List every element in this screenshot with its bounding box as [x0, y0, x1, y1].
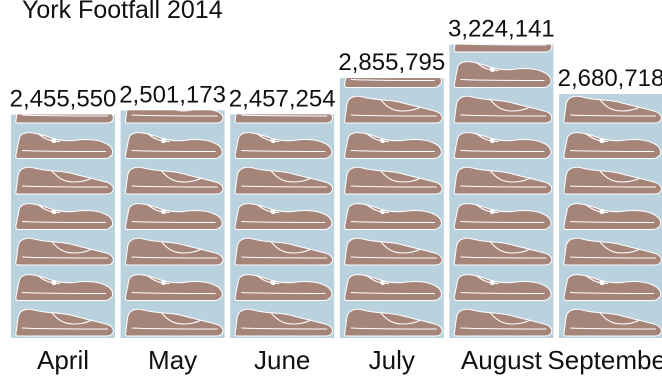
shoe-icon: [124, 110, 224, 124]
bar-may: [120, 110, 225, 339]
shoe-silhouette: [124, 110, 224, 124]
shoe-icon: [15, 308, 114, 337]
bar-april: [11, 62, 115, 338]
shoe-icon: [345, 25, 443, 52]
value-label-august: 3,224,141: [448, 16, 555, 43]
bar-june: [230, 62, 335, 338]
category-label-june: June: [254, 345, 310, 375]
shoe-icon: [344, 95, 443, 124]
category-labels-group: April May June July August September: [37, 345, 662, 375]
shoe-icon: [344, 166, 443, 195]
shoe-silhouette: [124, 274, 223, 301]
shoe-icon: [563, 132, 662, 159]
shoe-icon: [124, 132, 223, 159]
shoe-icon: [124, 166, 224, 195]
shoe-icon: [344, 203, 442, 230]
value-label-september: 2,680,718: [558, 65, 662, 92]
shoe-silhouette: [563, 203, 662, 230]
shoe-silhouette: [344, 203, 442, 230]
category-label-may: May: [148, 345, 197, 375]
shoe-icon: [124, 203, 223, 230]
shoe-icon: [453, 132, 552, 159]
shoe-icon: [563, 274, 662, 301]
shoe-icon: [15, 132, 114, 159]
shoe-silhouette: [234, 114, 334, 124]
shoe-icon: [344, 308, 443, 337]
shoe-icon: [563, 237, 662, 266]
value-label-july: 2,855,795: [338, 49, 445, 76]
shoe-icon: [16, 62, 113, 88]
chart-title: York Footfall 2014: [22, 0, 223, 24]
category-label-july: July: [369, 345, 415, 375]
shoe-silhouette: [234, 203, 333, 230]
shoe-icon: [15, 166, 114, 195]
shoe-icon: [124, 308, 224, 337]
shoe-silhouette: [453, 44, 553, 53]
shoe-icon: [344, 132, 442, 159]
shoe-silhouette: [563, 132, 662, 159]
shoe-silhouette: [15, 203, 114, 230]
shoe-silhouette: [344, 132, 442, 159]
shoe-icon: [234, 114, 334, 124]
category-label-august: August: [461, 345, 543, 375]
shoe-silhouette: [234, 274, 333, 301]
shoe-silhouette: [345, 25, 443, 52]
shoe-icon: [453, 203, 552, 230]
bar-september: [559, 94, 662, 339]
shoe-icon: [235, 62, 332, 88]
shoe-silhouette: [453, 132, 552, 159]
shoe-icon: [234, 308, 334, 337]
bar-july: [339, 25, 444, 339]
shoe-silhouette: [454, 0, 551, 17]
shoe-icon: [124, 237, 224, 266]
shoe-silhouette: [16, 62, 113, 88]
shoe-icon: [234, 203, 333, 230]
shoe-icon: [453, 237, 553, 266]
shoe-icon: [234, 166, 334, 195]
shoe-silhouette: [15, 132, 114, 159]
shoe-icon: [234, 237, 334, 266]
shoe-icon: [15, 274, 114, 301]
shoe-silhouette: [124, 132, 223, 159]
shoe-silhouette: [563, 274, 662, 301]
bars-group: [11, 0, 662, 339]
value-labels-group: 2,455,550 2,501,173 2,457,2542,855,7953,22…: [10, 16, 662, 113]
shoe-icon: [563, 308, 662, 337]
shoe-icon: [563, 203, 662, 230]
shoe-icon: [15, 203, 114, 230]
shoe-icon: [344, 274, 442, 301]
shoe-icon: [15, 114, 114, 124]
shoe-silhouette: [453, 61, 552, 88]
value-label-april: 2,455,550: [10, 86, 117, 113]
bar-august: [449, 0, 554, 338]
shoe-icon: [344, 237, 443, 266]
shoe-silhouette: [453, 274, 552, 301]
shoe-icon: [563, 166, 662, 195]
shoe-icon: [453, 308, 553, 337]
shoe-icon: [453, 166, 553, 195]
value-label-june: 2,457,254: [229, 85, 336, 112]
shoe-icon: [454, 0, 551, 17]
value-label-may: 2,501,173: [119, 81, 226, 108]
shoe-icon: [234, 132, 333, 159]
shoe-silhouette: [15, 274, 114, 301]
shoe-icon: [344, 78, 442, 88]
shoe-silhouette: [344, 274, 442, 301]
shoe-silhouette: [234, 132, 333, 159]
category-label-september: September: [547, 345, 662, 375]
shoe-silhouette: [124, 203, 223, 230]
category-label-april: April: [37, 345, 89, 375]
shoe-icon: [453, 44, 553, 53]
shoe-icon: [453, 61, 552, 88]
shoe-silhouette: [235, 62, 332, 88]
shoe-icon: [563, 95, 662, 124]
shoe-icon: [124, 274, 223, 301]
shoe-icon: [15, 237, 114, 266]
shoe-silhouette: [453, 203, 552, 230]
shoe-icon: [453, 274, 552, 301]
shoe-icon: [453, 95, 553, 124]
shoe-silhouette: [15, 114, 114, 124]
shoe-icon: [234, 274, 333, 301]
